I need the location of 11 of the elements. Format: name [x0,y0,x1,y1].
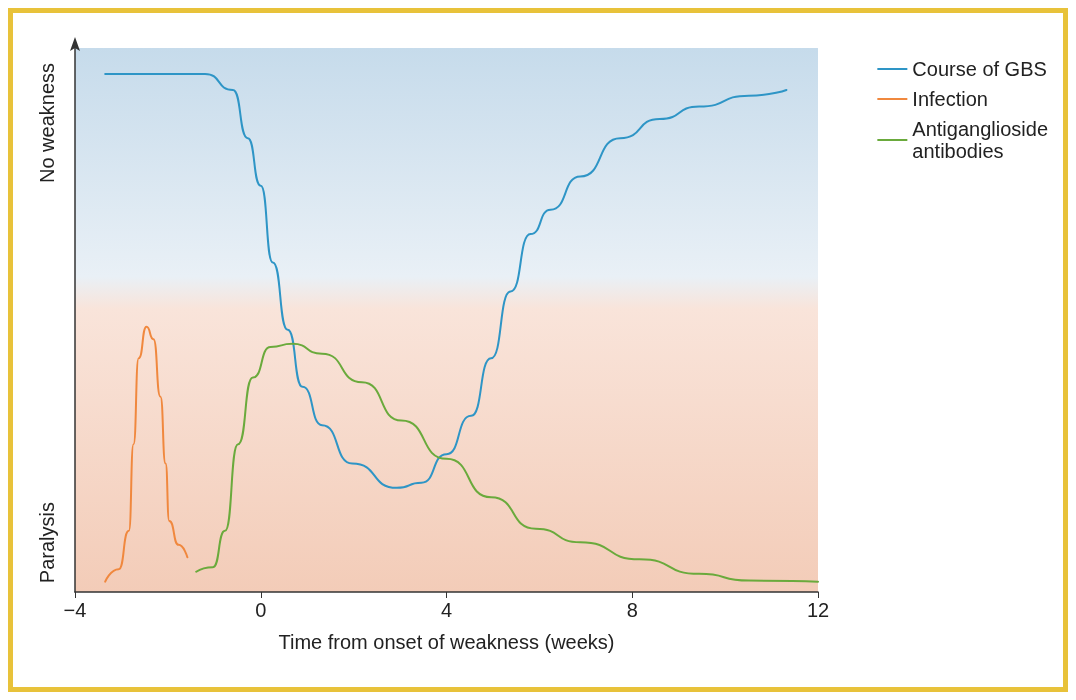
x-tick-label: 8 [626,599,638,621]
x-tick-label: 12 [806,599,830,621]
x-axis-title: Time from onset of weakness (weeks) [278,631,615,653]
legend-label: Infection [912,88,988,110]
x-tick-label: −4 [63,599,87,621]
legend-label: Course of GBS [912,58,1047,80]
text: No weakness [36,63,58,184]
legend-label: Antiganglioside antibodies [912,118,1048,162]
text: Paralysis [36,501,58,584]
x-tick-label: 4 [440,599,453,621]
x-tick-label: 0 [255,599,267,621]
